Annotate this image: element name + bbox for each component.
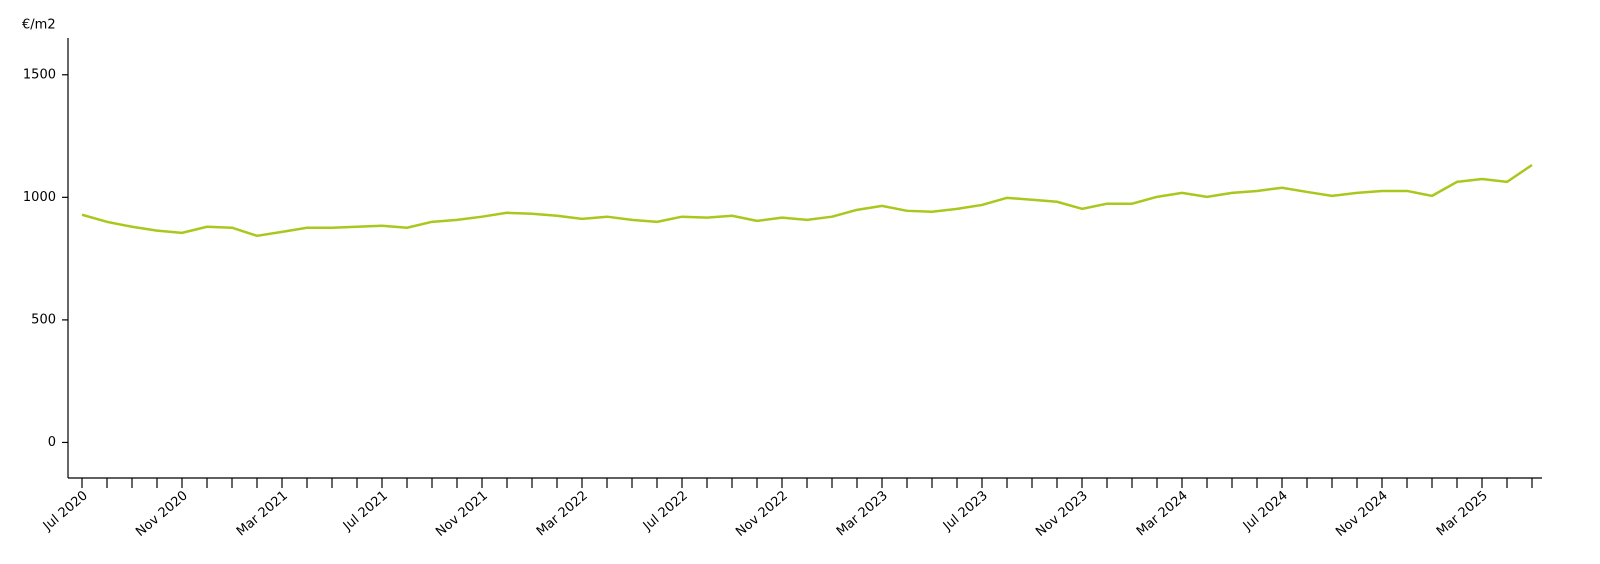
x-tick-label: Nov 2022 <box>733 488 791 540</box>
x-tick-label: Mar 2024 <box>1134 488 1191 539</box>
x-tick-label: Nov 2021 <box>433 488 491 540</box>
y-tick-label: 0 <box>48 435 56 450</box>
y-tick-label: 1000 <box>23 190 56 205</box>
x-tick-label: Mar 2025 <box>1434 488 1491 539</box>
x-tick-label: Nov 2023 <box>1033 488 1091 540</box>
x-tick-label: Jul 2020 <box>40 488 91 534</box>
x-tick-label: Mar 2022 <box>534 488 591 539</box>
x-tick-label: Nov 2024 <box>1333 488 1391 540</box>
y-tick-label: 1500 <box>23 67 56 82</box>
x-tick-label: Mar 2021 <box>234 488 291 539</box>
y-tick-label: 500 <box>31 312 56 327</box>
x-tick-label: Jul 2024 <box>1240 488 1291 534</box>
x-tick-label: Jul 2022 <box>640 488 691 534</box>
x-tick-label: Jul 2023 <box>940 488 991 534</box>
data-line <box>81 163 1533 238</box>
x-tick-label: Nov 2020 <box>133 488 191 540</box>
x-tick-label: Jul 2021 <box>340 488 391 534</box>
x-tick-label: Mar 2023 <box>834 488 891 539</box>
y-axis-title: €/m2 <box>22 18 56 33</box>
